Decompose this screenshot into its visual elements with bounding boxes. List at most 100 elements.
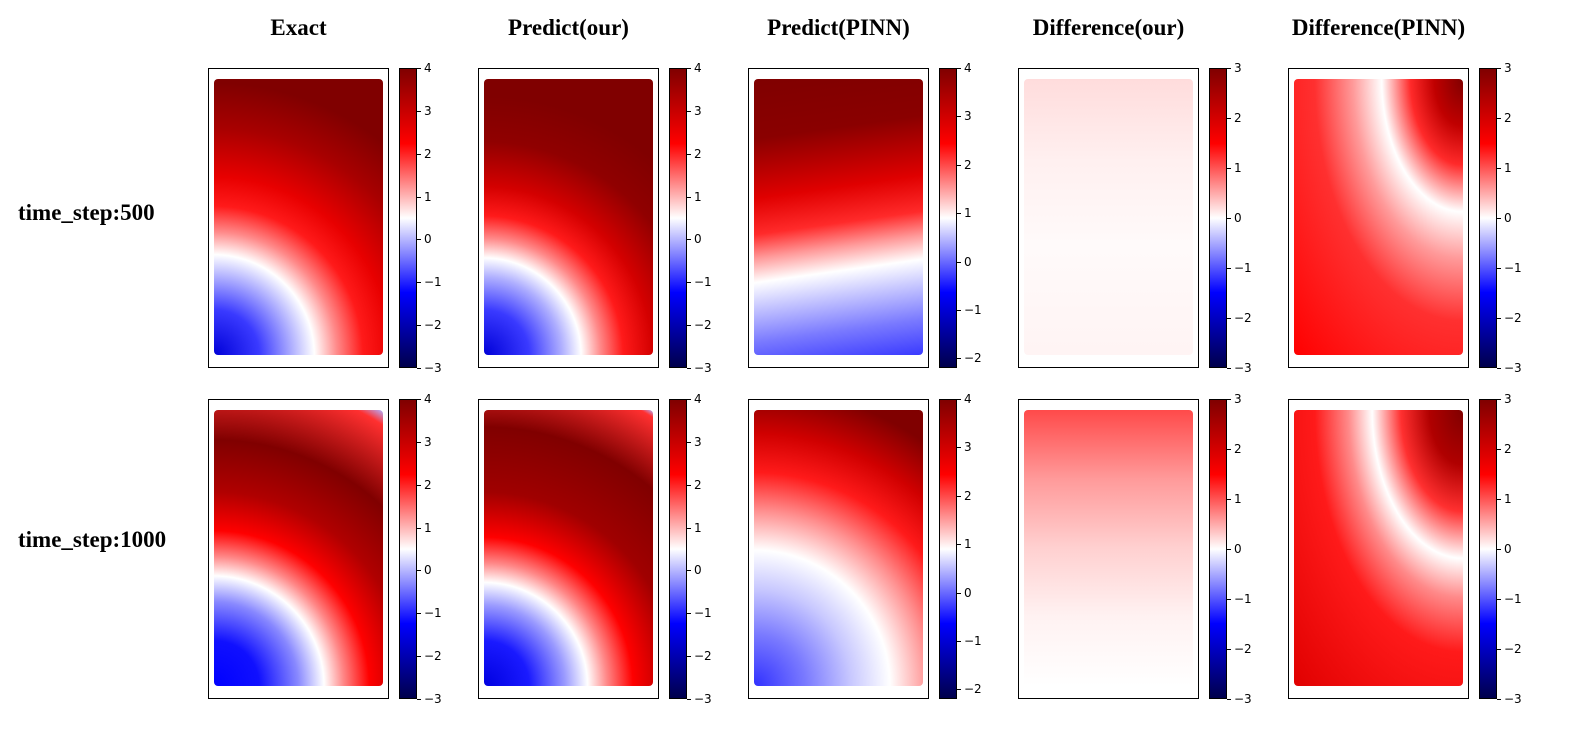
colorbar-predict-pinn-t1000 xyxy=(939,399,957,699)
colorbar-tick-label: −3 xyxy=(1504,361,1522,375)
colorbar-tick-mark xyxy=(957,262,961,263)
colorbar-tick-label: 2 xyxy=(1234,111,1242,125)
colorbar-tick-label: 0 xyxy=(1504,542,1512,556)
colorbar-tick-mark xyxy=(417,570,421,571)
colorbar-tick-label: 2 xyxy=(694,147,702,161)
colorbar-tick-label: −3 xyxy=(1504,692,1522,706)
heatmap-field-predict-our-t1000 xyxy=(484,410,653,686)
colorbar-tick-mark xyxy=(1227,599,1231,600)
colorbar-tick-mark xyxy=(1227,399,1231,400)
colorbar-tick-label: 4 xyxy=(964,61,972,75)
colorbar-tick-label: 2 xyxy=(1504,111,1512,125)
colorbar-tick-label: 4 xyxy=(694,61,702,75)
colorbar-tick-label: −2 xyxy=(424,318,442,332)
colorbar-tick-mark xyxy=(687,699,691,700)
colorbar-tick-mark xyxy=(687,154,691,155)
colorbar-tick-mark xyxy=(1497,368,1501,369)
colorbar-tick-mark xyxy=(417,613,421,614)
colorbar-tick-mark xyxy=(1227,699,1231,700)
column-title-predict-our: Predict(our) xyxy=(508,15,629,40)
row-label-time-step-1000: time_step:1000 xyxy=(18,527,167,552)
colorbar-tick-mark xyxy=(957,593,961,594)
column-title-exact: Exact xyxy=(270,15,327,40)
colorbar-tick-label: −1 xyxy=(1234,261,1252,275)
colorbar-tick-label: 1 xyxy=(694,190,702,204)
colorbar-tick-label: 1 xyxy=(424,190,432,204)
colorbar-tick-mark xyxy=(417,154,421,155)
colorbar-exact-t500 xyxy=(399,68,417,368)
colorbar-tick-label: −2 xyxy=(1234,642,1252,656)
colorbar-exact-t1000 xyxy=(399,399,417,699)
colorbar-tick-mark xyxy=(1497,449,1501,450)
colorbar-tick-label: 4 xyxy=(424,392,432,406)
colorbar-tick-mark xyxy=(1227,368,1231,369)
colorbar-tick-mark xyxy=(957,544,961,545)
colorbar-tick-label: 1 xyxy=(1504,492,1512,506)
colorbar-tick-label: −1 xyxy=(694,275,712,289)
colorbar-tick-label: 3 xyxy=(424,104,432,118)
colorbar-tick-mark xyxy=(417,197,421,198)
colorbar-tick-label: −2 xyxy=(964,682,982,696)
colorbar-tick-mark xyxy=(417,442,421,443)
colorbar-tick-mark xyxy=(417,485,421,486)
colorbar-tick-label: 0 xyxy=(694,563,702,577)
colorbar-difference-pinn-t500 xyxy=(1479,68,1497,368)
colorbar-tick-mark xyxy=(687,528,691,529)
colorbar-tick-label: −1 xyxy=(964,634,982,648)
colorbar-tick-mark xyxy=(417,368,421,369)
colorbar-tick-mark xyxy=(1227,168,1231,169)
colorbar-tick-mark xyxy=(1497,118,1501,119)
colorbar-tick-label: 2 xyxy=(964,158,972,172)
colorbar-tick-mark xyxy=(417,68,421,69)
colorbar-tick-label: 0 xyxy=(1234,211,1242,225)
colorbar-tick-mark xyxy=(1227,218,1231,219)
colorbar-tick-mark xyxy=(957,213,961,214)
colorbar-difference-our-t1000 xyxy=(1209,399,1227,699)
colorbar-tick-label: 3 xyxy=(694,104,702,118)
heatmap-field-predict-pinn-t1000 xyxy=(754,410,923,686)
colorbar-tick-label: 0 xyxy=(964,255,972,269)
colorbar-tick-mark xyxy=(1497,499,1501,500)
colorbar-tick-label: 2 xyxy=(964,489,972,503)
colorbar-tick-mark xyxy=(1227,649,1231,650)
colorbar-tick-mark xyxy=(1497,649,1501,650)
heatmap-field-exact-t500 xyxy=(214,79,383,355)
colorbar-tick-label: −2 xyxy=(424,649,442,663)
colorbar-tick-label: −2 xyxy=(1504,311,1522,325)
colorbar-tick-mark xyxy=(687,656,691,657)
colorbar-tick-mark xyxy=(957,165,961,166)
colorbar-tick-mark xyxy=(417,111,421,112)
colorbar-tick-mark xyxy=(687,239,691,240)
colorbar-tick-mark xyxy=(957,116,961,117)
colorbar-tick-mark xyxy=(1227,68,1231,69)
colorbar-tick-label: 4 xyxy=(694,392,702,406)
colorbar-predict-our-t1000 xyxy=(669,399,687,699)
colorbar-tick-label: −1 xyxy=(964,303,982,317)
colorbar-tick-mark xyxy=(687,111,691,112)
colorbar-tick-label: 2 xyxy=(424,147,432,161)
colorbar-tick-mark xyxy=(957,689,961,690)
colorbar-predict-pinn-t500 xyxy=(939,68,957,368)
colorbar-tick-label: 4 xyxy=(424,61,432,75)
colorbar-tick-label: 1 xyxy=(694,521,702,535)
colorbar-tick-mark xyxy=(1497,599,1501,600)
column-title-difference-pinn: Difference(PINN) xyxy=(1291,15,1466,40)
colorbar-tick-mark xyxy=(417,239,421,240)
colorbar-tick-mark xyxy=(957,447,961,448)
colorbar-tick-mark xyxy=(957,358,961,359)
colorbar-tick-mark xyxy=(687,325,691,326)
colorbar-tick-label: 1 xyxy=(1234,492,1242,506)
colorbar-tick-label: 0 xyxy=(964,586,972,600)
colorbar-difference-pinn-t1000 xyxy=(1479,399,1497,699)
colorbar-tick-label: 2 xyxy=(694,478,702,492)
colorbar-tick-label: 0 xyxy=(424,563,432,577)
colorbar-tick-mark xyxy=(1497,218,1501,219)
colorbar-predict-our-t500 xyxy=(669,68,687,368)
colorbar-tick-label: −1 xyxy=(424,606,442,620)
colorbar-tick-mark xyxy=(687,368,691,369)
colorbar-tick-mark xyxy=(687,68,691,69)
colorbar-tick-label: 4 xyxy=(964,392,972,406)
column-title-predict-pinn: Predict(PINN) xyxy=(767,15,910,40)
colorbar-tick-mark xyxy=(1497,168,1501,169)
